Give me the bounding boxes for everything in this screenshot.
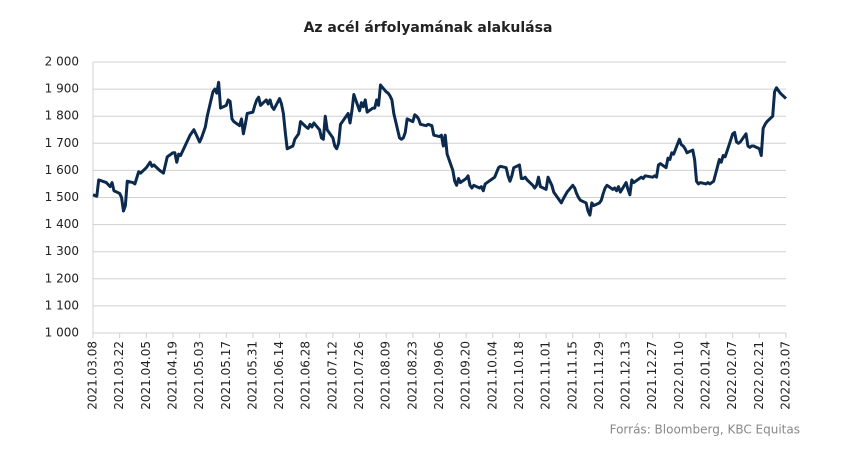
price-line bbox=[92, 80, 788, 217]
x-tick-label: 2021.12.27 bbox=[645, 341, 659, 410]
x-tick-label: 2021.08.23 bbox=[405, 341, 419, 410]
x-tick-label: 2021.10.04 bbox=[485, 341, 499, 410]
y-tick-label: 1 600 bbox=[45, 163, 79, 177]
y-tick-label: 1 500 bbox=[45, 190, 79, 204]
x-tick-label: 2021.04.05 bbox=[139, 341, 153, 410]
x-tick-label: 2021.03.08 bbox=[86, 341, 100, 410]
y-tick-label: 1 700 bbox=[45, 136, 79, 150]
y-tick-label: 1 200 bbox=[45, 271, 79, 285]
x-tick-label: 2021.05.03 bbox=[192, 341, 206, 410]
x-tick-label: 2021.06.28 bbox=[299, 341, 313, 410]
y-tick-label: 1 100 bbox=[45, 298, 79, 312]
chart-title: Az acél árfolyamának alakulása bbox=[304, 20, 553, 36]
x-tick-label: 2021.04.19 bbox=[165, 341, 179, 410]
x-tick-label: 2021.06.14 bbox=[272, 341, 286, 410]
x-tick-label: 2021.08.09 bbox=[379, 341, 393, 410]
source-note: Forrás: Bloomberg, KBC Equitas bbox=[610, 423, 800, 437]
x-tick-label: 2021.11.15 bbox=[565, 341, 579, 410]
y-tick-label: 1 400 bbox=[45, 217, 79, 231]
y-tick-label: 1 900 bbox=[45, 82, 79, 96]
x-tick-label: 2021.05.17 bbox=[219, 341, 233, 410]
x-tick-label: 2021.12.13 bbox=[619, 341, 633, 410]
x-tick-label: 2022.02.21 bbox=[752, 341, 766, 410]
y-tick-label: 2 000 bbox=[45, 55, 79, 69]
x-tick-label: 2021.09.06 bbox=[432, 341, 446, 410]
x-tick-label: 2021.07.12 bbox=[325, 341, 339, 410]
x-tick-label: 2022.03.07 bbox=[779, 341, 793, 410]
y-tick-label: 1 000 bbox=[45, 326, 79, 340]
x-tick-label: 2022.01.24 bbox=[699, 341, 713, 410]
x-tick-label: 2021.11.01 bbox=[539, 341, 553, 410]
y-tick-label: 1 800 bbox=[45, 109, 79, 123]
x-tick-label: 2021.05.31 bbox=[245, 341, 259, 410]
x-tick-label: 2022.01.10 bbox=[672, 341, 686, 410]
x-tick-label: 2021.07.26 bbox=[352, 341, 366, 410]
x-tick-label: 2021.09.20 bbox=[459, 341, 473, 410]
x-tick-label: 2022.02.07 bbox=[725, 341, 739, 410]
y-tick-label: 1 300 bbox=[45, 244, 79, 258]
x-tick-label: 2021.03.22 bbox=[112, 341, 126, 410]
x-tick-label: 2021.11.29 bbox=[592, 341, 606, 410]
x-tick-label: 2021.10.18 bbox=[512, 341, 526, 410]
